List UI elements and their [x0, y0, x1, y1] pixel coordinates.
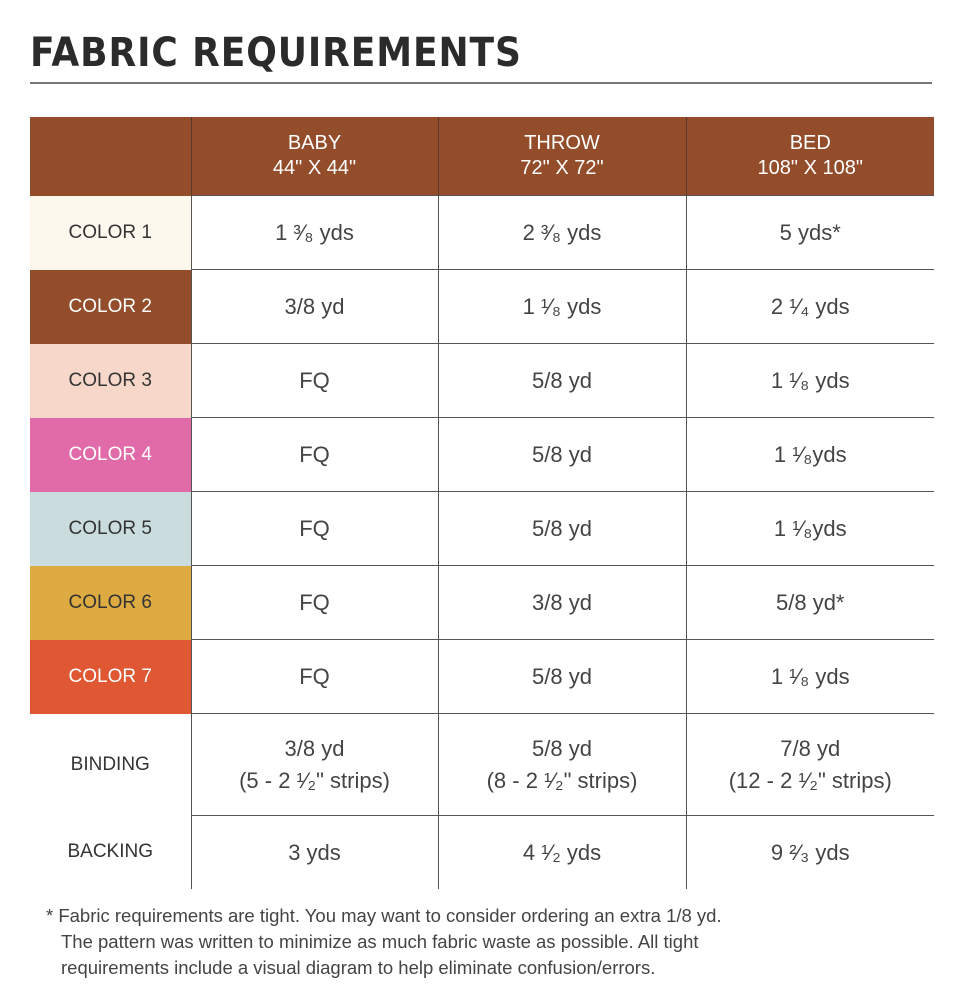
table-row: COLOR 4 FQ 5/8 yd 1 ¹⁄₈yds: [30, 417, 934, 492]
row-label: COLOR 2: [30, 269, 192, 344]
cell-value: 1 ³⁄₈ yds: [275, 219, 354, 245]
footnote-line: Fabric requirements are tight. You may w…: [58, 905, 722, 926]
footnote-asterisk: *: [46, 905, 54, 926]
cell-value: 1 ¹⁄₈yds: [773, 515, 847, 541]
cell-value: 5/8 yd: [532, 663, 592, 689]
cell: 3/8 yd: [190, 269, 439, 344]
cell: 7/8 yd (12 - 2 ¹⁄₂" strips): [685, 713, 934, 816]
cell: 3/8 yd: [437, 565, 687, 640]
cell: 1 ¹⁄₈ yds: [437, 269, 687, 344]
table-row: COLOR 2 3/8 yd 1 ¹⁄₈ yds 2 ¹⁄₄ yds: [30, 269, 934, 344]
table-row: COLOR 3 FQ 5/8 yd 1 ¹⁄₈ yds: [30, 343, 934, 418]
cell: 1 ¹⁄₈ yds: [685, 639, 934, 714]
header-bed: BED 108" X 108": [685, 117, 934, 196]
table-row: BACKING 3 yds 4 ¹⁄₂ yds 9 ²⁄₃ yds: [30, 815, 934, 889]
table-row: BINDING 3/8 yd (5 - 2 ¹⁄₂" strips) 5/8 yd (8…: [30, 713, 934, 816]
cell-value: 1 ¹⁄₈yds: [773, 441, 847, 467]
row-label: COLOR 7: [30, 639, 192, 714]
header-corner: [30, 117, 191, 196]
header-row: BABY 44" X 44" THROW 72" X 72" BED 108" X 1…: [30, 117, 934, 196]
column-name: THROW: [524, 132, 600, 154]
cell-value: 3/8 yd: [532, 589, 592, 615]
footnote-line: The pattern was written to minimize as m…: [61, 931, 699, 952]
column-size: 44" X 44": [272, 157, 357, 179]
cell-value: 5/8 yd: [532, 367, 592, 393]
cell: 5 yds*: [685, 195, 934, 270]
cell-value: FQ: [299, 589, 330, 615]
cell-value: 5/8 yd: [532, 735, 592, 761]
cell-value: 1 ¹⁄₈ yds: [522, 293, 602, 319]
cell: 2 ³⁄₈ yds: [437, 195, 687, 270]
cell-value: 3 yds: [288, 839, 341, 865]
cell: 1 ¹⁄₈ yds: [685, 343, 934, 418]
column-size: 108" X 108": [757, 157, 863, 179]
cell-value: 5/8 yd*: [776, 589, 845, 615]
cell-value: 5/8 yd: [532, 441, 592, 467]
title-divider: [30, 82, 932, 84]
cell: 5/8 yd: [437, 343, 687, 418]
cell: 3 yds: [190, 815, 439, 889]
row-label: COLOR 6: [30, 565, 192, 640]
cell: 5/8 yd*: [685, 565, 934, 640]
cell: FQ: [190, 491, 439, 566]
cell: 1 ¹⁄₈yds: [685, 491, 934, 566]
cell: 1 ³⁄₈ yds: [190, 195, 439, 270]
cell: FQ: [190, 565, 439, 640]
cell: 1 ¹⁄₈yds: [685, 417, 934, 492]
cell-value: 5 yds*: [779, 219, 841, 245]
cell-value: FQ: [299, 367, 330, 393]
table-row: COLOR 7 FQ 5/8 yd 1 ¹⁄₈ yds: [30, 639, 934, 714]
cell: 5/8 yd: [437, 639, 687, 714]
row-label: BACKING: [30, 815, 192, 889]
table-row: COLOR 5 FQ 5/8 yd 1 ¹⁄₈yds: [30, 491, 934, 566]
cell-subvalue: (12 - 2 ¹⁄₂" strips): [728, 767, 892, 793]
cell: 9 ²⁄₃ yds: [685, 815, 934, 889]
cell-subvalue: (5 - 2 ¹⁄₂" strips): [239, 767, 390, 793]
cell-value: 5/8 yd: [532, 515, 592, 541]
column-name: BED: [789, 132, 831, 154]
column-name: BABY: [287, 132, 342, 154]
cell: 5/8 yd: [437, 417, 687, 492]
cell-value: FQ: [299, 663, 330, 689]
cell: 4 ¹⁄₂ yds: [437, 815, 687, 889]
footnote: * Fabric requirements are tight. You may…: [46, 903, 722, 981]
cell-value: FQ: [299, 441, 330, 467]
table-row: COLOR 6 FQ 3/8 yd 5/8 yd*: [30, 565, 934, 640]
cell-value: 3/8 yd: [284, 735, 345, 761]
cell: 5/8 yd: [437, 491, 687, 566]
row-label: BINDING: [30, 713, 192, 816]
row-label: COLOR 1: [30, 195, 192, 270]
row-label: COLOR 4: [30, 417, 192, 492]
cell-value: 2 ¹⁄₄ yds: [770, 293, 850, 319]
cell: FQ: [190, 639, 439, 714]
cell: 5/8 yd (8 - 2 ¹⁄₂" strips): [437, 713, 687, 816]
cell-subvalue: (8 - 2 ¹⁄₂" strips): [486, 767, 638, 793]
header-baby: BABY 44" X 44": [190, 117, 438, 196]
cell-value: 1 ¹⁄₈ yds: [770, 367, 850, 393]
cell: FQ: [190, 417, 439, 492]
cell: 2 ¹⁄₄ yds: [685, 269, 934, 344]
cell: 3/8 yd (5 - 2 ¹⁄₂" strips): [190, 713, 439, 816]
row-label: COLOR 3: [30, 343, 192, 418]
column-size: 72" X 72": [520, 157, 604, 179]
fabric-requirements-table: BABY 44" X 44" THROW 72" X 72" BED 108" X 1…: [30, 117, 934, 889]
cell-value: 7/8 yd: [780, 735, 841, 761]
footnote-line: requirements include a visual diagram to…: [61, 957, 656, 978]
cell-value: 4 ¹⁄₂ yds: [522, 839, 602, 865]
cell-value: 9 ²⁄₃ yds: [770, 839, 850, 865]
header-throw: THROW 72" X 72": [437, 117, 686, 196]
cell: FQ: [190, 343, 439, 418]
row-label: COLOR 5: [30, 491, 192, 566]
cell-value: FQ: [299, 515, 330, 541]
cell-value: 3/8 yd: [284, 293, 345, 319]
cell-value: 2 ³⁄₈ yds: [522, 219, 602, 245]
cell-value: 1 ¹⁄₈ yds: [770, 663, 850, 689]
table-row: COLOR 1 1 ³⁄₈ yds 2 ³⁄₈ yds 5 yds*: [30, 195, 934, 270]
page-title: FABRIC REQUIREMENTS: [30, 30, 522, 76]
